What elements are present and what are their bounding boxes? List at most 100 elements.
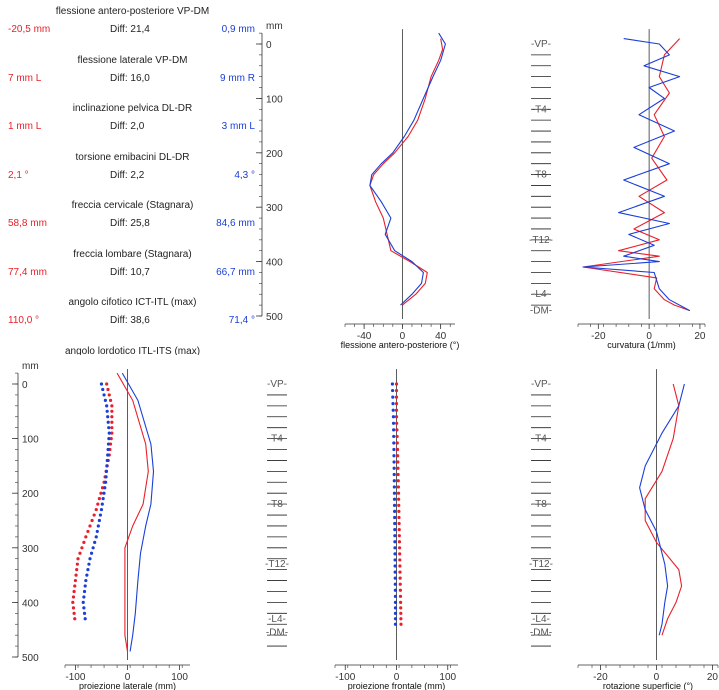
series-dot (399, 611, 403, 615)
series-dot (392, 479, 396, 483)
series-line-blue (121, 372, 155, 652)
series-dot (393, 594, 398, 598)
series-dot (105, 382, 109, 386)
stat-title: torsione emibacini DL-DR (75, 151, 190, 163)
series-line-red (116, 372, 149, 652)
stat-diff-value: Diff: 21,4 (110, 24, 150, 35)
series-dot (82, 540, 86, 544)
stat-title: flessione antero-posteriore VP-DM (55, 6, 210, 17)
y-tick-label: 400 (22, 598, 39, 609)
series-dot (391, 388, 395, 393)
series-dot (104, 475, 108, 479)
series-dot (96, 502, 100, 506)
dotted-series-red (394, 382, 403, 626)
series-dot (94, 507, 98, 512)
series-dot (392, 447, 396, 452)
vertebra-label: -L4- (268, 614, 286, 625)
vertebra-label: -T4- (268, 434, 286, 445)
series-dot (397, 509, 401, 513)
y-tick-label: 100 (266, 94, 283, 105)
series-dot (398, 558, 402, 562)
series-dot (393, 540, 397, 544)
series-dot (84, 535, 88, 539)
series-dot (396, 485, 401, 489)
series-dot (76, 557, 80, 561)
series-dot (398, 576, 402, 580)
series-dot (392, 466, 396, 470)
series-dot (395, 428, 399, 432)
series-dot (104, 480, 108, 484)
series-dot (96, 524, 100, 528)
x-tick-label: 0 (646, 331, 652, 342)
series-dot (396, 472, 400, 477)
stat-title: freccia cervicale (Stagnara) (71, 200, 194, 211)
stat-title: freccia lombare (Stagnara) (73, 248, 192, 260)
series-dot (105, 409, 109, 413)
stat-left-value: 2,1 ° (8, 169, 29, 181)
series-dot (393, 558, 397, 562)
series-dot (392, 491, 397, 495)
vertebra-label: -DM- (530, 627, 552, 638)
series-dot (86, 568, 90, 572)
series-dot (397, 503, 401, 507)
vertebra-label: -T4- (532, 434, 550, 445)
y-tick-label: 0 (266, 40, 272, 51)
series-dot (107, 431, 111, 435)
series-dot (110, 409, 114, 413)
series-dot (86, 529, 90, 534)
x-tick-label: -20 (591, 331, 606, 342)
stat-right-value: 0,9 mm (221, 24, 255, 35)
vertebra-label: -T8- (268, 499, 286, 510)
vertebra-label: -T4- (532, 104, 550, 115)
series-dot (107, 426, 111, 430)
x-tick-label: 100 (171, 672, 188, 683)
x-tick-label: -20 (593, 672, 608, 683)
y-axis-label: mm (22, 361, 39, 372)
series-dot (397, 528, 401, 532)
series-dot (80, 546, 84, 550)
y-tick-label: 400 (266, 258, 283, 269)
series-dot (83, 617, 87, 621)
series-dot (95, 529, 99, 534)
vertebra-label: -T8- (532, 499, 550, 510)
stat-diff-value: Diff: 38,6 (110, 315, 150, 326)
x-axis-label: rotazione superficie (°) (603, 681, 693, 690)
statistics-panel: flessione antero-posteriore VP-DM -20,5 m… (0, 0, 265, 355)
series-dot (397, 515, 401, 520)
x-tick-label: 0 (654, 672, 660, 683)
series-dot (398, 564, 402, 568)
series-dot (393, 600, 398, 605)
y-tick-label: 300 (22, 544, 39, 555)
series-dot (106, 387, 110, 392)
stat-title: flessione laterale VP-DM (77, 54, 188, 66)
x-tick-label: 0 (400, 331, 406, 342)
stat-right-value: 71,4 ° (228, 315, 255, 326)
series-dot (392, 503, 397, 507)
series-dot (396, 460, 400, 464)
series-dot (107, 393, 111, 397)
y-tick-label: 500 (22, 653, 39, 664)
x-tick-label: -40 (357, 331, 372, 342)
series-dot (391, 415, 396, 419)
series-dot (394, 382, 399, 386)
stat-diff-value: Diff: 2,2 (110, 169, 145, 181)
series-dot (394, 388, 399, 393)
x-axis-label: curvatura (1/mm) (607, 340, 676, 350)
series-dot (88, 557, 92, 561)
series-line-blue (369, 32, 446, 306)
series-dot (394, 395, 399, 399)
series-dot (72, 611, 76, 615)
vertebra-label: -DM- (530, 306, 552, 317)
series-dot (391, 421, 396, 425)
series-dot (93, 540, 97, 544)
vertebra-label: -DM- (266, 627, 288, 638)
stat-diff-value: Diff: 10,7 (110, 266, 150, 278)
series-dot (399, 600, 403, 605)
series-dot (393, 552, 397, 556)
stat-left-value: 1 mm L (8, 121, 42, 132)
series-dot (393, 588, 397, 592)
x-tick-label: -100 (335, 672, 355, 683)
series-dot (393, 528, 397, 532)
x-tick-label: 20 (707, 672, 719, 683)
